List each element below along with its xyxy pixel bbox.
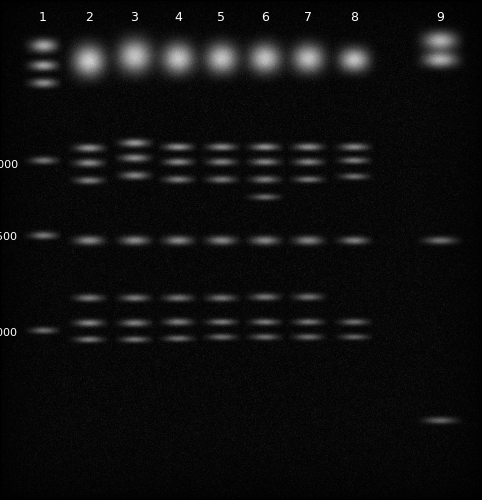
Text: 7: 7 — [304, 11, 312, 24]
Text: 1500: 1500 — [0, 232, 18, 242]
Text: 5: 5 — [217, 11, 225, 24]
Text: 6: 6 — [261, 11, 268, 24]
Text: 8: 8 — [350, 11, 358, 24]
Text: 9: 9 — [437, 11, 444, 24]
Text: 1: 1 — [39, 11, 47, 24]
Text: 2000: 2000 — [0, 160, 18, 170]
Text: 4: 4 — [174, 11, 182, 24]
Text: 1000: 1000 — [0, 328, 18, 338]
Text: 2: 2 — [85, 11, 93, 24]
Text: 3: 3 — [131, 11, 138, 24]
